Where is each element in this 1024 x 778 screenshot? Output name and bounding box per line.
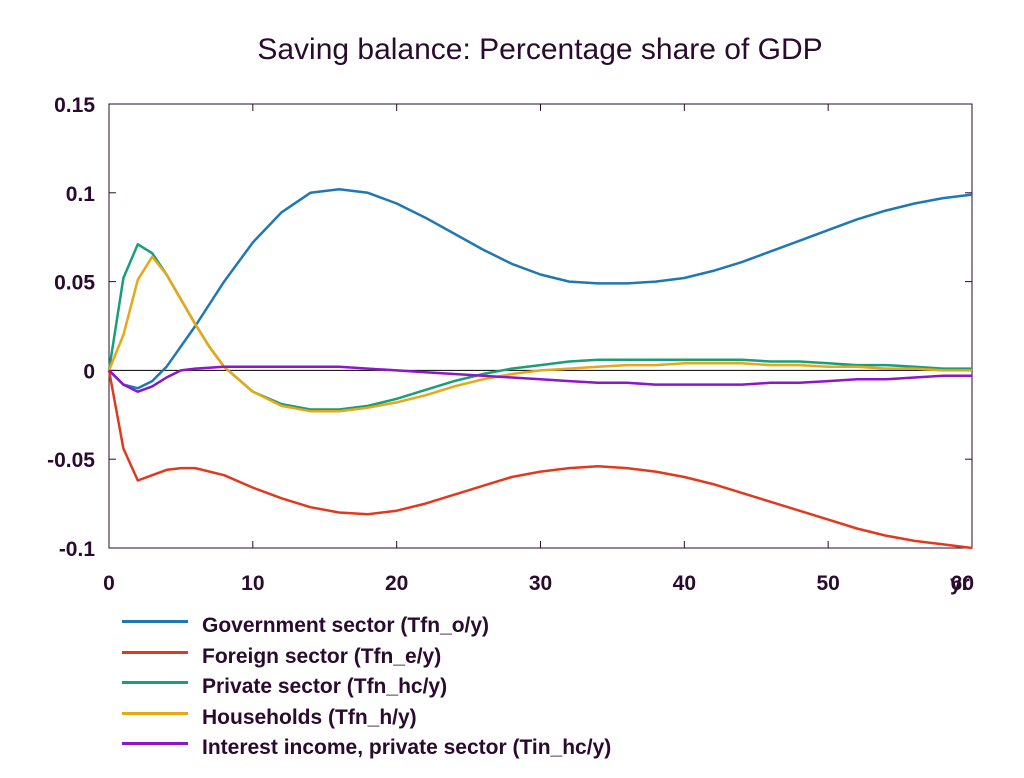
- series-line-4: [107, 255, 972, 413]
- legend-swatch: [122, 650, 188, 654]
- legend-label: Households (Tfn_h/y): [202, 705, 417, 729]
- legend-label: Private sector (Tfn_hc/y): [202, 675, 448, 698]
- legend-label: Interest income, private sector (Tin_hc/…: [202, 736, 612, 759]
- x-tick-label: 40: [673, 572, 696, 595]
- x-tick-label: 30: [529, 572, 552, 595]
- y-tick-label: 0.05: [54, 272, 95, 295]
- y-axis: 0.15 0.1 0.05 0 -0.05 -0.1: [47, 94, 972, 561]
- legend-label: Foreign sector (Tfn_e/y): [202, 644, 442, 668]
- series-line-1: [108, 187, 973, 390]
- x-axis-unit-label: yr: [950, 572, 970, 595]
- series-line-2: [107, 370, 973, 550]
- y-tick-label: -0.1: [59, 538, 96, 561]
- legend-label: Government sector (Tfn_o/y): [202, 614, 490, 637]
- y-tick-label: -0.05: [47, 449, 95, 472]
- legend-swatch: [122, 681, 188, 684]
- y-tick-label: 0.15: [54, 94, 95, 117]
- x-tick-label: 0: [103, 572, 115, 595]
- chart-title: Saving balance: Percentage share of GDP: [257, 33, 822, 66]
- y-tick-label: 0: [83, 360, 95, 383]
- x-tick-label: 20: [385, 572, 408, 595]
- series-line-5: [108, 365, 972, 393]
- y-tick-label: 0.1: [66, 183, 96, 206]
- series-lines: [107, 187, 973, 550]
- legend-swatch: [122, 742, 188, 745]
- legend-swatch: [122, 711, 188, 715]
- legend-swatch: [122, 620, 188, 623]
- series-line-3: [107, 243, 972, 411]
- x-tick-label: 50: [816, 572, 839, 595]
- x-axis: 0 10 20 30 40 50 60: [103, 104, 974, 595]
- x-tick-label: 10: [241, 572, 264, 595]
- x-tick-label: 60: [951, 572, 974, 595]
